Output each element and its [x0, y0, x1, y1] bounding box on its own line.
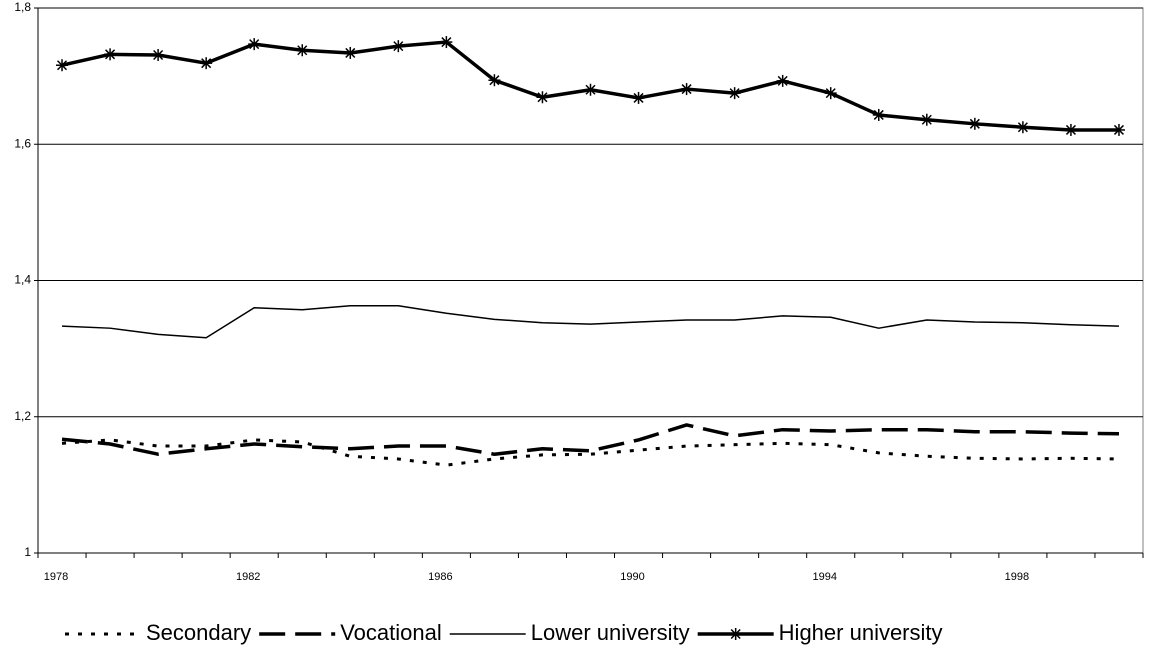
marker-stroke [441, 37, 452, 48]
x-tick-label: 1998 [1005, 571, 1029, 583]
marker [536, 91, 549, 104]
marker-stroke [825, 88, 836, 99]
marker-stroke [249, 39, 260, 50]
x-tick-label: 1990 [620, 571, 644, 583]
series-line [61, 304, 1120, 339]
y-tick-label: 1,8 [14, 0, 31, 14]
marker-stroke [1017, 122, 1028, 133]
marker [584, 83, 597, 96]
marker-stroke [1065, 124, 1076, 135]
marker-stroke [201, 58, 212, 69]
marker [344, 46, 357, 59]
marker-stroke [297, 45, 308, 56]
marker-stroke [681, 84, 692, 95]
x-tick-label: 1994 [812, 571, 836, 583]
legend-marker [730, 628, 741, 640]
marker-stroke [873, 109, 884, 120]
marker-stroke [1113, 124, 1125, 135]
marker [152, 49, 165, 62]
marker [1016, 121, 1029, 134]
marker [728, 87, 741, 100]
legend-label: Higher university [779, 620, 943, 645]
marker-stroke [489, 75, 500, 86]
legend-item: Lower university [449, 620, 690, 645]
y-tick-label: 1 [24, 545, 31, 559]
marker-stroke [153, 49, 164, 61]
x-tick-label: 1982 [236, 571, 260, 583]
marker [632, 91, 645, 104]
marker [200, 57, 213, 70]
marker [776, 74, 789, 87]
legend-label: Secondary [146, 620, 251, 645]
marker-stroke [969, 118, 980, 129]
series-line [61, 438, 1120, 467]
legend-item: Secondary [65, 620, 251, 645]
legend-label: Vocational [340, 620, 442, 645]
y-tick-label: 1,4 [14, 273, 31, 287]
marker-stroke [56, 60, 68, 71]
y-tick-label: 1,6 [14, 136, 31, 150]
marker [1064, 123, 1077, 136]
marker [440, 36, 453, 49]
marker-stroke [105, 49, 116, 60]
marker [296, 44, 309, 57]
marker [392, 40, 405, 53]
marker-stroke [537, 92, 548, 103]
marker [872, 108, 885, 121]
marker-stroke [345, 47, 356, 58]
marker [968, 117, 981, 130]
marker-stroke [633, 92, 644, 103]
y-tick-label: 1,2 [14, 409, 31, 423]
legend-item: Vocational [259, 620, 442, 645]
marker-stroke [393, 41, 404, 52]
marker [104, 48, 117, 61]
marker [680, 83, 693, 96]
legend-label: Lower university [531, 620, 690, 645]
marker-stroke [729, 88, 740, 99]
legend-item: Higher university [697, 620, 943, 645]
marker-stroke [777, 75, 788, 86]
marker [248, 38, 261, 51]
series-line [61, 423, 1120, 456]
marker-stroke [921, 114, 932, 125]
marker [488, 74, 501, 87]
marker-stroke [585, 84, 596, 95]
x-tick-label: 1986 [428, 571, 452, 583]
marker [1112, 123, 1125, 136]
x-tick-label: 1978 [44, 571, 68, 583]
marker [824, 87, 837, 100]
marker [56, 59, 69, 72]
marker [920, 113, 933, 126]
